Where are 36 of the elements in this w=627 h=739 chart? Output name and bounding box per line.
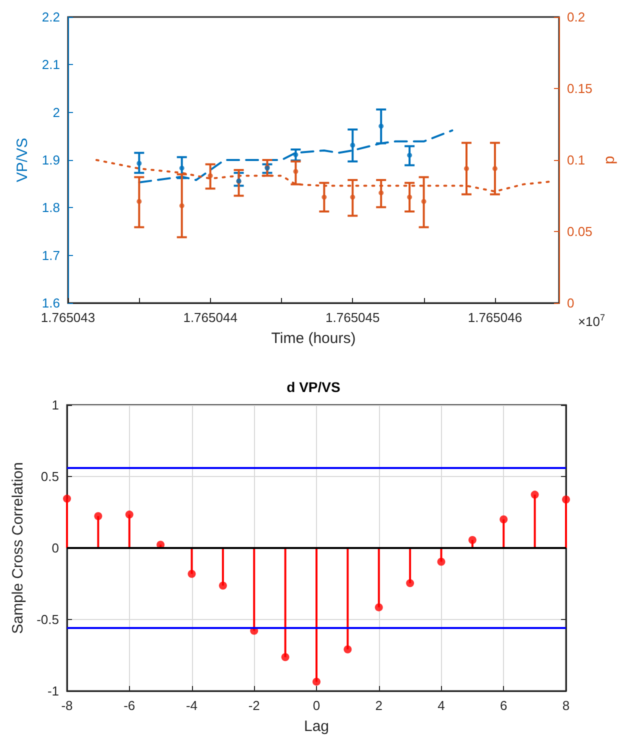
x-tick-label: -2 [248,698,260,713]
x-tick-label: 6 [500,698,508,713]
chart-title: d VP/VS [286,379,340,395]
y-tick-label: 1.6 [42,296,60,310]
y-tick-label: 1.9 [42,152,60,168]
y-tick-label: 2.1 [42,57,60,72]
x-axis-title: Time (hours) [271,330,356,347]
y-tick-label: 1.8 [42,200,60,216]
y-tick-label: -0.5 [36,612,59,627]
x-tick-label: 8 [562,698,570,713]
y2-tick-label: 0.15 [567,81,592,96]
x-tick-label: 2 [375,698,382,713]
x-tick-label: 1.765046 [468,310,522,325]
y2-tick-label: 0 [567,296,574,310]
x-tick-label: 1.765043 [40,310,96,325]
y-tick-label: 1 [52,398,59,412]
y-tick-label: 2 [52,104,60,120]
y2-axis-title: d [602,156,620,164]
y-axis-title: VP/VS [14,138,31,182]
y2-tick-label: 0.1 [567,152,586,168]
x-tick-label: -8 [61,698,73,713]
y-tick-label: 1.7 [42,248,60,263]
x-tick-label: -4 [186,698,198,713]
y2-tick-label: 0.05 [567,224,592,239]
x-tick-label: 4 [438,698,445,713]
y-tick-label: 0 [52,540,59,556]
y-axis-title: Sample Cross Correlation [10,462,27,634]
x-tick-label: 1.765044 [183,310,238,325]
y-tick-label: 0.5 [40,469,59,484]
x-tick-label: 1.765045 [326,310,380,325]
y-tick-label: 2.2 [42,10,60,24]
x-tick-label: 0 [312,698,320,713]
x-tick-label: -6 [124,698,136,713]
y-tick-label: -1 [47,684,59,698]
x-axis-title: Lag [304,718,330,735]
y2-tick-label: 0.2 [567,10,586,24]
